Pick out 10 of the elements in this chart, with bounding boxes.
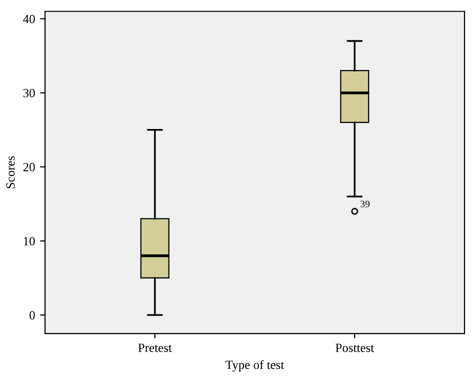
y-tick-label: 40: [23, 14, 35, 24]
x-tick-label: Pretest: [138, 344, 172, 352]
x-tick-label: Posttest: [336, 344, 374, 352]
y-tick-label: 30: [23, 88, 35, 98]
x-axis-title: Type of test: [226, 360, 284, 372]
y-tick-label: 10: [24, 236, 35, 246]
y-tick-label: 0: [30, 311, 35, 320]
annotation: 39: [360, 200, 370, 208]
y-axis-title: Scores: [6, 156, 15, 188]
y-tick-label: 20: [23, 162, 35, 172]
